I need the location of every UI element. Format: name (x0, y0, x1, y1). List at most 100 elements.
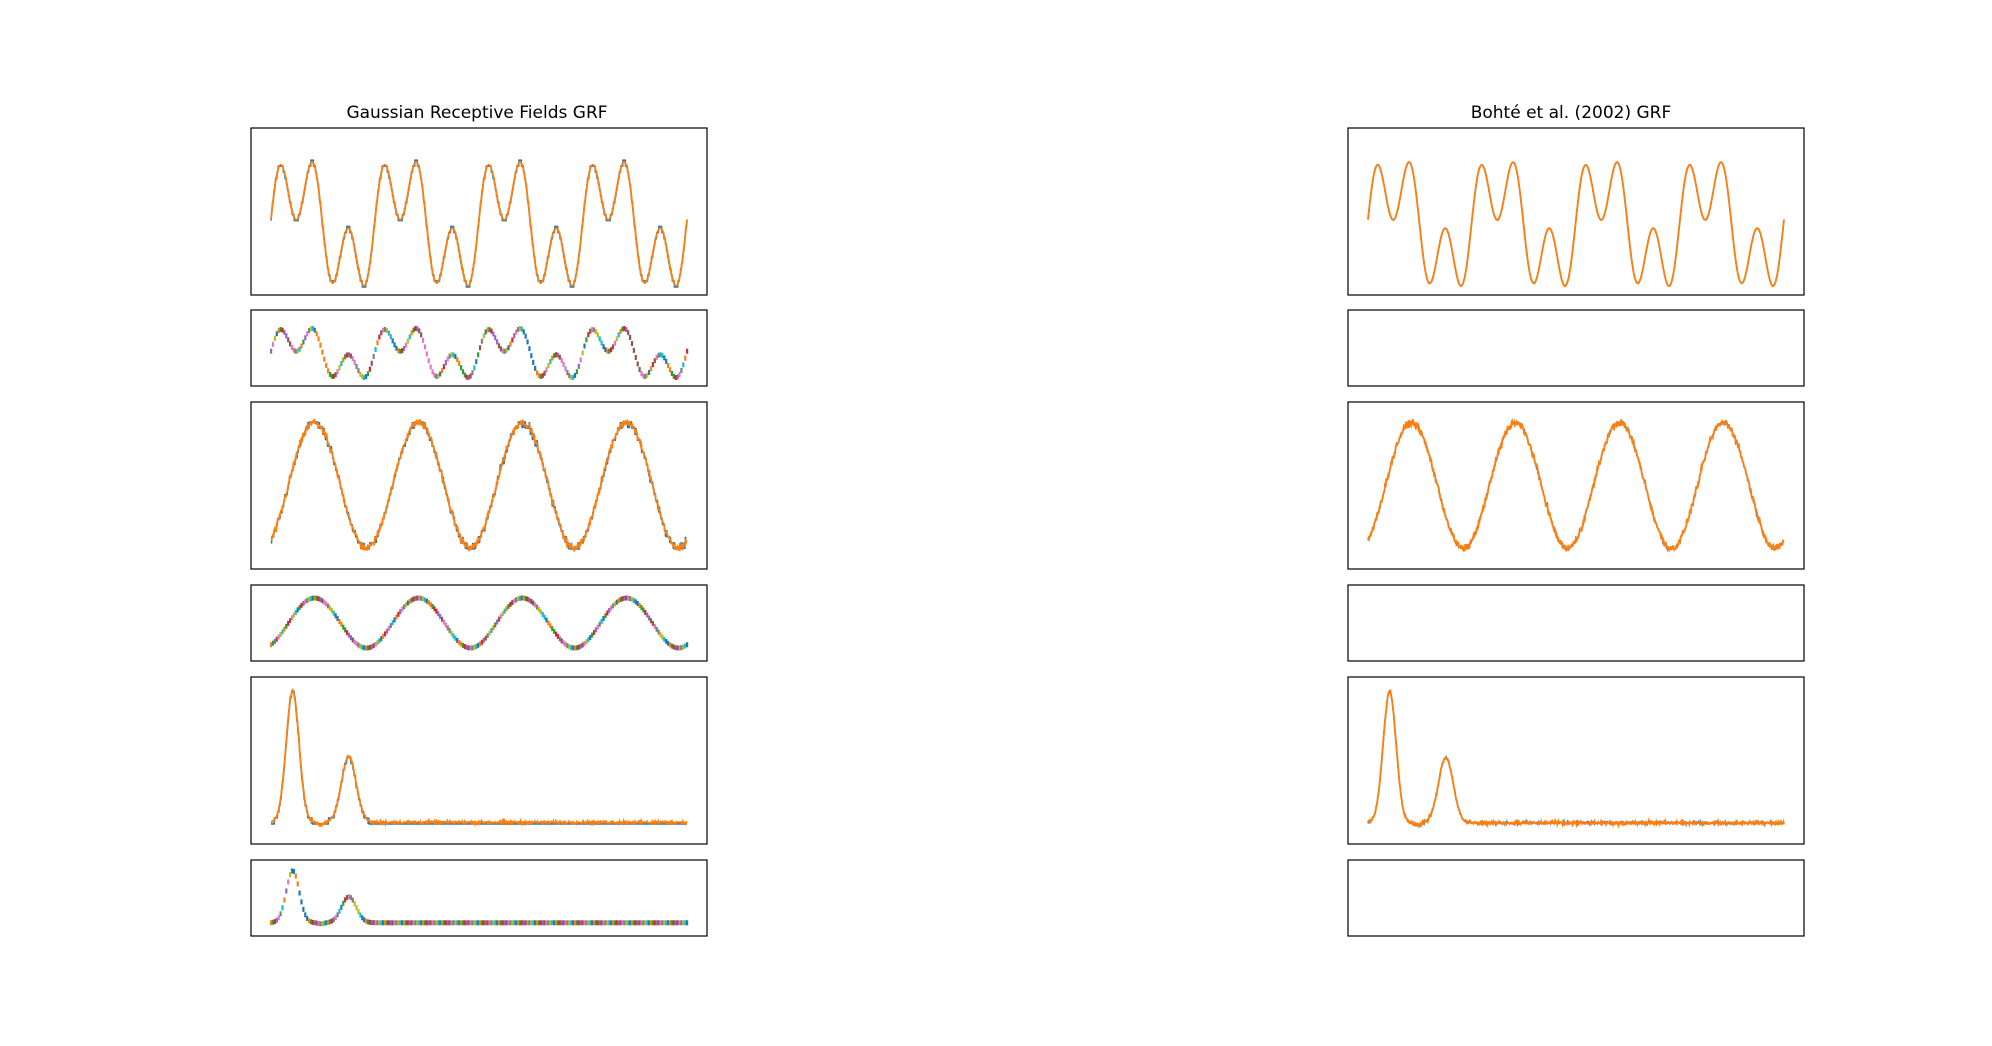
left-row-4-spike-121 (499, 613, 503, 619)
left-row-4-spike-186 (623, 595, 626, 601)
left-row-6-spike-18 (304, 912, 307, 918)
left-row-2-spike-16 (300, 343, 303, 349)
left-row-2-spike-166 (585, 337, 588, 343)
left-row-2-spike-135 (526, 339, 529, 345)
left-row-6-spike-139 (534, 920, 537, 926)
left-row-2-spike-196 (642, 373, 645, 379)
left-row-2-spike-179 (610, 347, 613, 353)
left-row-2-spike-156 (566, 370, 569, 376)
right-axes-row-6 (1347, 859, 1805, 937)
left-row-4-spike-53 (370, 644, 373, 650)
left-row-6-spike-214 (676, 920, 679, 926)
left-row-4-spike-37 (340, 621, 343, 627)
left-row-6-spike-94 (448, 920, 451, 926)
left-row-6-spike-97 (454, 920, 457, 926)
left-row-4-spike-16 (300, 602, 303, 608)
left-row-6-spike-73 (408, 920, 411, 926)
left-row-4-spike-175 (602, 615, 605, 621)
left-row-2-spike-197 (644, 373, 647, 379)
left-row-4-spike-122 (501, 611, 504, 617)
left-row-6-spike-71 (404, 920, 408, 926)
left-row-2-spike-105 (469, 373, 472, 379)
left-row-6-spike-210 (668, 920, 672, 926)
left-row-6-spike-14 (296, 881, 299, 887)
left-row-6-spike-170 (592, 920, 596, 926)
left-row-6-spike-123 (503, 920, 506, 926)
left-row-4-spike-171 (594, 627, 598, 633)
right-row-1-series-2-line (1367, 160, 1785, 288)
left-row-6-spike-143 (541, 920, 544, 926)
left-axes-frame-4 (250, 584, 708, 662)
left-row-6-spike-88 (437, 920, 440, 926)
left-row-2-spike-127 (511, 337, 514, 343)
left-row-6-spike-77 (416, 920, 419, 926)
left-row-2-spike-200 (649, 366, 653, 372)
left-row-2-spike-205 (659, 352, 662, 358)
left-row-6-spike-151 (556, 920, 560, 926)
left-row-4-spike-118 (494, 622, 497, 628)
left-row-4-spike-140 (535, 604, 539, 610)
left-row-4-spike-189 (629, 596, 632, 602)
left-row-6-spike-31 (328, 919, 332, 925)
left-row-2-spike-177 (606, 348, 609, 354)
left-row-4-spike-202 (653, 623, 656, 629)
left-row-6-spike-41 (347, 894, 351, 900)
left-row-6-spike-158 (570, 920, 573, 926)
left-row-4-spike-13 (294, 609, 297, 615)
left-row-2-spike-116 (490, 328, 493, 334)
left-row-4-spike-201 (651, 621, 655, 627)
left-row-6-spike-111 (480, 920, 484, 926)
left-row-6-spike-99 (458, 920, 461, 926)
left-row-2-spike-161 (575, 369, 579, 375)
left-row-2-spike-175 (602, 344, 605, 350)
left-row-4-spike-160 (573, 645, 577, 651)
left-row-6-spike-11 (290, 868, 294, 874)
left-row-2-spike-94 (448, 353, 451, 359)
left-row-4-spike-128 (513, 598, 516, 604)
left-row-4-spike-154 (562, 640, 565, 646)
left-row-6-spike-55 (374, 920, 377, 926)
left-row-6-spike-13 (294, 873, 297, 879)
left-row-4-spike-24 (315, 595, 318, 601)
left-row-2-spike-24 (315, 331, 318, 337)
left-row-6-spike-130 (516, 920, 520, 926)
left-row-2-spike-89 (439, 371, 442, 377)
left-row-4-spike-39 (344, 627, 347, 633)
left-row-2-spike-6 (281, 327, 284, 333)
left-row-4-spike-211 (670, 643, 673, 649)
left-row-2-spike-102 (463, 372, 466, 378)
left-row-2-spike-190 (630, 341, 634, 347)
left-row-6-spike-54 (372, 920, 375, 926)
left-row-2-spike-204 (657, 352, 660, 358)
left-row-6-spike-193 (636, 920, 639, 926)
left-row-6-spike-110 (478, 920, 482, 926)
left-row-4-spike-107 (473, 644, 476, 650)
left-row-2-spike-144 (543, 370, 546, 376)
left-row-6-spike-38 (342, 900, 345, 906)
left-row-6-spike-93 (446, 920, 449, 926)
left-row-2-spike-120 (497, 343, 501, 349)
left-row-2-spike-128 (513, 333, 516, 339)
left-row-4-spike-54 (372, 643, 375, 649)
left-row-6-spike-7 (283, 897, 286, 903)
left-row-6-spike-127 (511, 920, 514, 926)
left-row-4-spike-192 (634, 599, 637, 605)
left-row-2-spike-109 (477, 352, 480, 358)
left-row-4-spike-46 (357, 642, 360, 648)
left-row-4-spike-187 (625, 595, 628, 601)
left-row-4-spike-106 (471, 645, 474, 651)
left-row-6-spike-43 (351, 897, 354, 903)
left-row-6-spike-27 (321, 921, 324, 927)
left-row-4-spike-66 (395, 614, 398, 620)
left-row-2-spike-151 (556, 352, 560, 358)
left-row-2-spike-9 (287, 337, 290, 343)
left-row-4-spike-124 (505, 606, 508, 612)
left-row-2-spike-152 (558, 354, 561, 360)
left-row-2-spike-168 (589, 328, 592, 334)
left-panel-title: Gaussian Receptive Fields GRF (346, 103, 607, 123)
left-row-2-spike-0 (270, 348, 273, 354)
left-row-2-spike-82 (425, 351, 428, 357)
left-row-6-spike-207 (663, 920, 666, 926)
left-row-4-spike-90 (440, 616, 444, 622)
left-row-6-spike-160 (573, 920, 577, 926)
